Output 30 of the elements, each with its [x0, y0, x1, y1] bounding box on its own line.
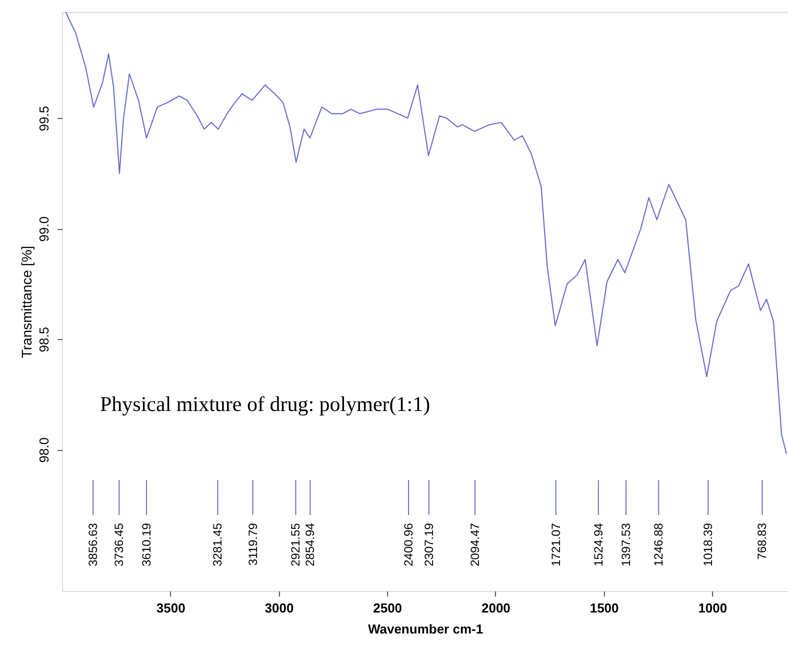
annotation: Physical mixture of drug: polymer(1:1)	[100, 392, 430, 416]
ref-line-label: 2921.55	[288, 522, 303, 566]
ref-line-label: 2307.19	[422, 522, 436, 566]
ref-line-label: 2400.96	[402, 522, 416, 566]
x-tick-label: 1500	[590, 600, 619, 616]
ref-line-label: 1397.53	[619, 522, 633, 566]
x-tick-label: 2000	[481, 600, 510, 616]
ref-line-label: 2094.47	[468, 522, 482, 566]
ref-line-label: 3856.63	[86, 522, 100, 566]
x-axis-title: Wavenumber cm-1	[368, 622, 484, 636]
line-series	[65, 12, 788, 455]
y-tick-label: 98.0	[36, 437, 52, 463]
ref-line-label: 1524.94	[591, 522, 606, 566]
ref-line-label: 768.83	[755, 522, 770, 560]
x-tick-label: 2500	[373, 600, 402, 616]
ref-line-label: 1018.39	[701, 522, 716, 566]
y-tick-label: 99.5	[36, 106, 52, 132]
y-axis-title: Transmittance [%]	[18, 246, 34, 358]
y-tick-label: 99.0	[36, 216, 52, 242]
ref-line-label: 3119.79	[246, 522, 260, 566]
ref-line-label: 2854.94	[303, 522, 318, 566]
x-tick-label: 3000	[264, 600, 294, 616]
ref-line-label: 1246.88	[652, 522, 666, 566]
x-tick-label: 1000	[698, 600, 728, 616]
ref-line-label: 1721.07	[548, 522, 563, 566]
ref-line-label: 3281.45	[210, 522, 225, 566]
y-tick-label: 98.5	[36, 326, 52, 352]
ref-line-label: 3610.19	[139, 522, 154, 566]
ref-line-label: 3736.45	[112, 522, 126, 566]
x-tick-label: 3500	[156, 600, 186, 616]
